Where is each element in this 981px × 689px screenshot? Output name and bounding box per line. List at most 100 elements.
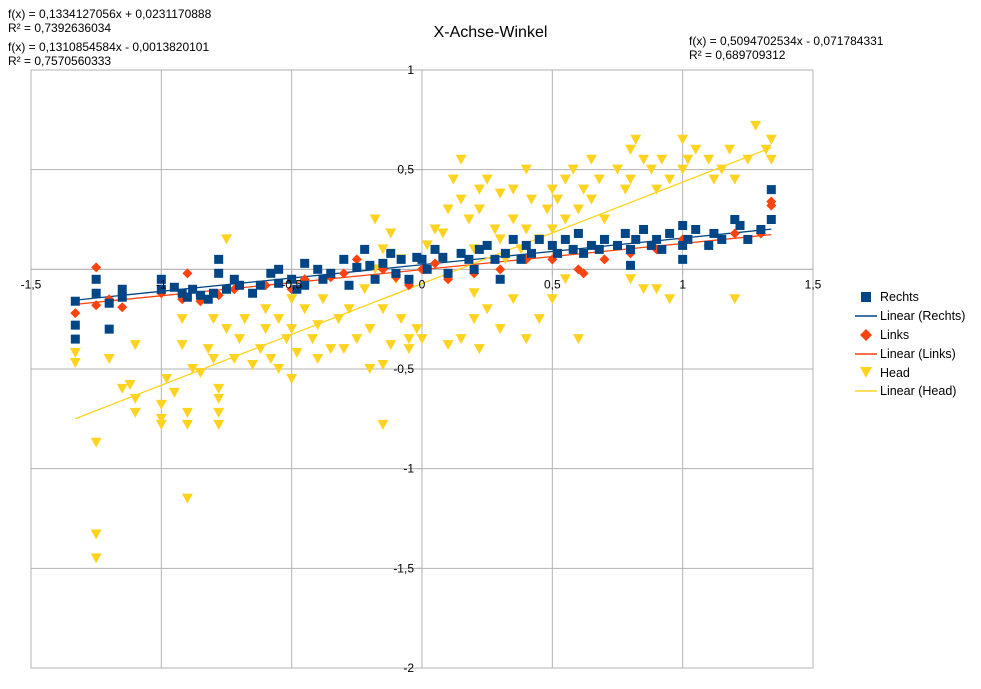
point-head [207,354,219,365]
legend-item-rechts: Rechts [855,288,965,307]
point-rechts [313,264,323,274]
point-rechts [456,248,466,258]
point-rechts [766,185,776,195]
point-head [585,194,597,205]
point-head [473,184,485,195]
point-rechts [214,268,224,278]
point-links [182,268,193,279]
point-rechts [756,224,766,234]
point-rechts [195,290,205,300]
point-head [395,314,407,325]
point-head [585,154,597,165]
point-head [473,204,485,215]
point-rechts [495,274,505,284]
point-rechts [573,228,583,238]
x-tick-label: -0,5 [281,277,302,291]
tick-labels: -1,5 -1 -0,5 0 0,5 1 1,5 1 0,5 -0,5 -1 -1,5 -2 [21,63,822,675]
point-head [416,334,428,345]
point-rechts [91,288,101,298]
point-links [766,196,777,207]
equation-rechts-fx: f(x) = 0,1334127056x + 0,0231170888 [8,7,212,21]
point-head [442,340,454,351]
point-rechts [339,254,349,264]
point-head [638,154,650,165]
data-points [69,120,777,564]
point-head [468,288,480,299]
point-head [520,334,532,345]
point-head [463,214,475,225]
point-links [117,302,128,313]
point-rechts [657,244,667,254]
point-head [176,340,188,351]
point-head [385,228,397,239]
legend-square-icon [855,288,877,306]
point-head [411,324,423,335]
point-rechts [631,234,641,244]
point-head [234,334,246,345]
point-head [187,364,199,374]
point-head [682,154,694,165]
point-head [525,194,537,205]
equation-head: f(x) = 0,5094702534x - 0,071784331 R² = … [689,34,883,62]
point-head [343,304,355,315]
point-rechts [177,288,187,298]
point-rechts [70,320,80,330]
point-head [455,334,467,345]
y-tick-label: -1 [403,462,414,476]
point-head [307,334,319,345]
point-rechts [560,234,570,244]
point-head [494,188,506,199]
point-head [507,294,519,305]
point-rechts [266,268,276,278]
point-head [317,294,329,305]
point-rechts [579,248,589,258]
point-head [364,364,376,374]
point-head [286,373,298,384]
point-head [69,358,81,369]
point-rechts [534,234,544,244]
point-head [260,324,272,335]
point-head [625,174,637,185]
point-head [194,367,206,378]
point-head [716,164,728,175]
point-links [91,262,102,273]
point-head [168,387,180,398]
point-rechts [717,234,727,244]
point-head [742,154,754,165]
point-head [286,324,298,335]
point-head [619,184,631,195]
point-rechts [255,280,265,290]
point-rechts [378,258,388,268]
point-head [447,174,459,185]
point-rechts [678,254,688,264]
point-rechts [404,274,414,284]
legend-label-linear-links: Linear (Links) [880,346,956,361]
x-tick-label: 0,5 [544,277,561,291]
point-rechts [620,228,630,238]
point-rechts [521,240,531,250]
point-head [377,360,389,371]
point-head [656,154,668,165]
point-rechts [438,252,448,262]
point-head [760,144,772,155]
point-head [213,419,225,430]
point-links [91,300,102,311]
point-head [546,294,558,305]
point-head [403,344,415,355]
legend-line-icon [855,382,877,400]
point-rechts [169,282,179,292]
legend-line-icon [855,345,877,363]
point-rechts [70,334,80,344]
point-rechts [639,224,649,234]
point-head [338,344,350,355]
equation-rechts-r2: R² = 0,7392636034 [8,21,112,35]
point-head [129,340,141,351]
point-head [494,324,506,335]
point-rechts [360,244,370,254]
point-rechts [678,240,688,250]
point-rechts [300,258,310,268]
equation-links-r2: R² = 0,7570560333 [8,54,112,68]
point-head [333,314,345,325]
point-rechts [482,240,492,250]
point-rechts [248,288,258,298]
